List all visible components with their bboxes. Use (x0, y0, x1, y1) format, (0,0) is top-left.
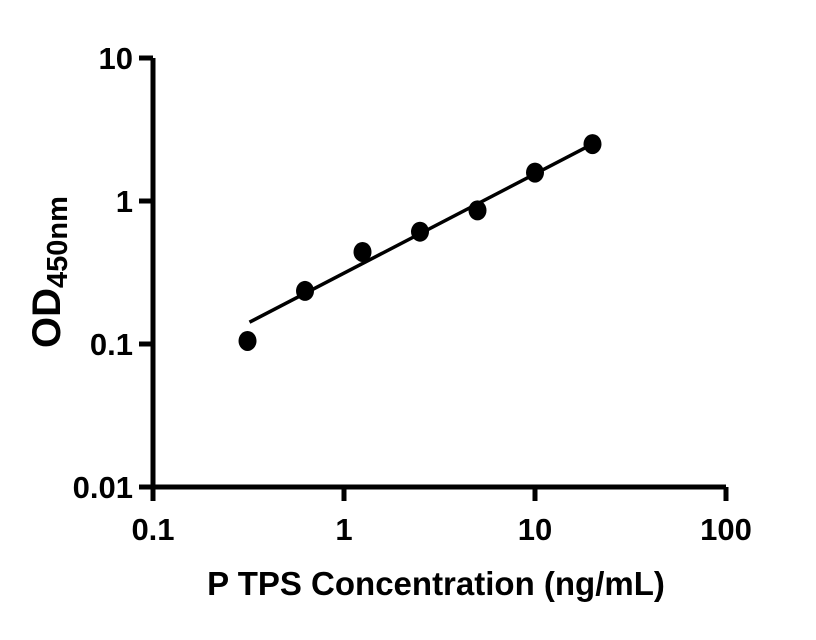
y-tick-label-10: 10 (99, 41, 133, 76)
y-tick-label-0.01: 0.01 (73, 470, 133, 505)
data-point (411, 221, 430, 242)
data-point (296, 280, 315, 301)
data-point (238, 330, 257, 351)
y-axis-title-main: OD (25, 288, 69, 348)
y-tick-label-1: 1 (116, 184, 133, 219)
y-tick-label-0.1: 0.1 (90, 327, 133, 362)
data-point (583, 134, 602, 155)
axis-spines (150, 58, 726, 490)
x-tick-label-100: 100 (700, 512, 752, 547)
y-axis-title-subscript: 450nm (42, 196, 74, 288)
data-point (468, 200, 487, 221)
x-axis-title: P TPS Concentration (ng/mL) (207, 565, 665, 602)
chart-layer: 0.1 1 10 100 0.01 0.1 1 10 (73, 41, 752, 547)
data-point (353, 241, 372, 262)
y-axis-title: OD450nm (25, 196, 74, 348)
x-tick-label-10: 10 (518, 512, 552, 547)
data-point (526, 162, 544, 183)
x-tick-label-1: 1 (335, 512, 352, 547)
x-tick-label-0.1: 0.1 (131, 512, 174, 547)
